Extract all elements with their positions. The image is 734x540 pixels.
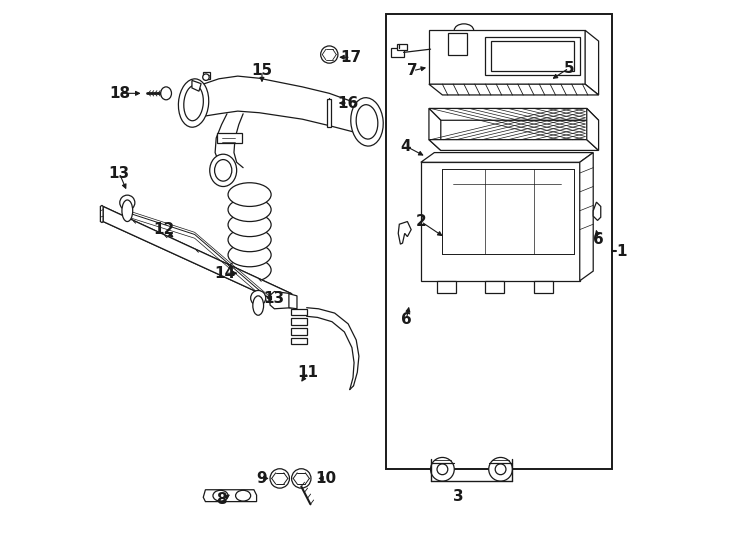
Polygon shape (270, 292, 291, 309)
Text: 6: 6 (401, 312, 412, 327)
Ellipse shape (228, 213, 271, 237)
Polygon shape (327, 99, 332, 127)
Ellipse shape (356, 105, 378, 139)
Polygon shape (429, 109, 441, 151)
Polygon shape (491, 41, 575, 71)
Polygon shape (421, 163, 580, 281)
Ellipse shape (270, 469, 289, 488)
Ellipse shape (431, 457, 454, 481)
Ellipse shape (184, 85, 203, 121)
Ellipse shape (122, 200, 133, 221)
Polygon shape (289, 294, 297, 309)
Text: 10: 10 (315, 471, 336, 486)
Ellipse shape (210, 154, 236, 186)
Text: 17: 17 (341, 50, 361, 65)
Text: 6: 6 (593, 232, 604, 247)
Polygon shape (585, 30, 599, 95)
Ellipse shape (228, 198, 271, 221)
Ellipse shape (321, 46, 338, 63)
Ellipse shape (214, 160, 232, 181)
Polygon shape (291, 319, 307, 325)
Polygon shape (421, 153, 593, 163)
Text: 18: 18 (110, 86, 131, 101)
Polygon shape (429, 30, 585, 84)
Polygon shape (103, 206, 291, 308)
Ellipse shape (161, 87, 172, 100)
Text: 12: 12 (153, 222, 175, 237)
Polygon shape (448, 33, 467, 55)
Text: 15: 15 (252, 63, 272, 78)
Polygon shape (203, 490, 257, 502)
Polygon shape (291, 338, 307, 345)
Text: 4: 4 (401, 139, 411, 153)
Ellipse shape (250, 291, 266, 306)
Text: 14: 14 (214, 266, 236, 281)
Bar (217, 133, 241, 144)
Ellipse shape (351, 98, 383, 146)
Ellipse shape (203, 74, 209, 80)
Polygon shape (391, 48, 404, 57)
Text: 1: 1 (616, 244, 627, 259)
Polygon shape (203, 72, 210, 79)
Bar (386, 14, 612, 469)
Polygon shape (485, 37, 580, 75)
Polygon shape (399, 221, 411, 244)
Text: 7: 7 (407, 63, 418, 78)
Polygon shape (593, 202, 600, 220)
Ellipse shape (291, 469, 311, 488)
Ellipse shape (213, 490, 228, 501)
Polygon shape (291, 309, 307, 315)
Polygon shape (101, 205, 103, 222)
Text: 16: 16 (338, 96, 359, 111)
Polygon shape (534, 281, 553, 293)
Ellipse shape (252, 296, 264, 315)
Polygon shape (586, 109, 599, 151)
Text: 11: 11 (297, 365, 319, 380)
Polygon shape (429, 109, 599, 120)
Ellipse shape (489, 457, 512, 481)
Polygon shape (192, 80, 201, 91)
Polygon shape (437, 281, 456, 293)
Ellipse shape (120, 195, 135, 210)
Ellipse shape (228, 183, 271, 206)
Ellipse shape (228, 243, 271, 267)
Polygon shape (291, 328, 307, 335)
Text: 13: 13 (264, 291, 285, 306)
Text: 2: 2 (415, 214, 426, 229)
Ellipse shape (228, 228, 271, 252)
Text: 5: 5 (564, 60, 574, 76)
Ellipse shape (236, 490, 250, 501)
Ellipse shape (437, 464, 448, 475)
Polygon shape (485, 281, 504, 293)
Polygon shape (429, 140, 599, 151)
Ellipse shape (178, 79, 208, 127)
Ellipse shape (495, 464, 506, 475)
Polygon shape (580, 153, 593, 281)
Text: 13: 13 (109, 166, 130, 180)
Text: 8: 8 (217, 492, 227, 508)
Polygon shape (396, 44, 407, 50)
Polygon shape (429, 84, 599, 95)
Text: 3: 3 (454, 489, 464, 504)
Ellipse shape (228, 258, 271, 282)
Text: 9: 9 (257, 471, 267, 486)
